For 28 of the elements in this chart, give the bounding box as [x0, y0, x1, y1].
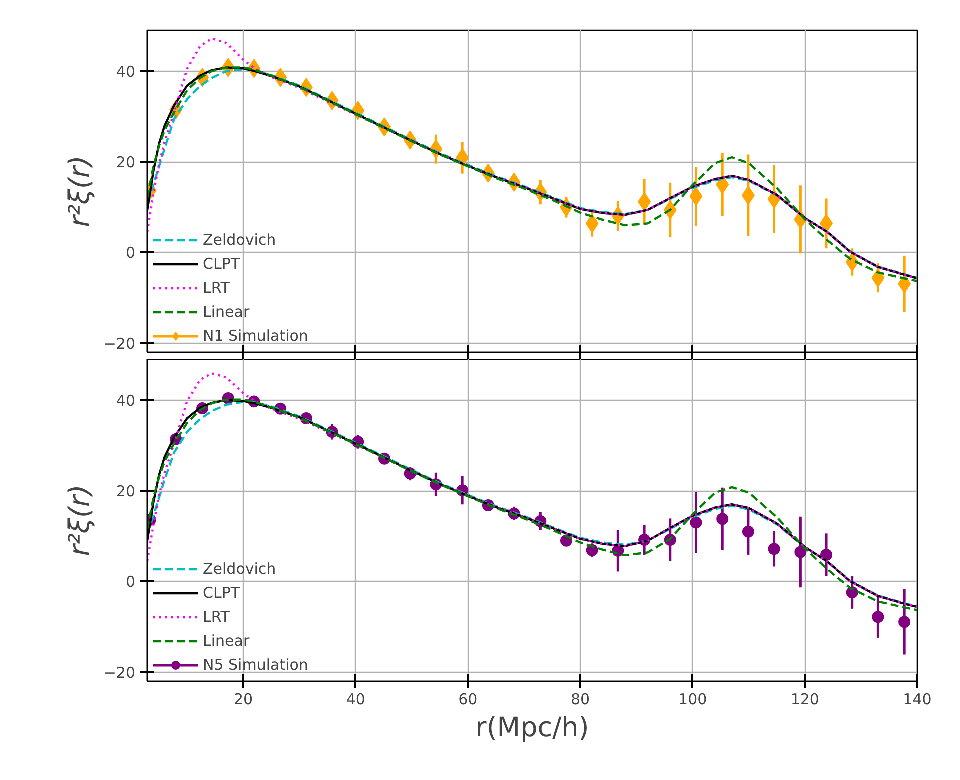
x-tick-label: 100 — [678, 690, 708, 708]
y-axis-title: r²ξ(r) — [62, 484, 96, 556]
x-tick-label: 80 — [570, 690, 590, 708]
x-tick-label: 140 — [903, 690, 932, 708]
x-axis-title: r(Mpc/h) — [476, 712, 590, 744]
legend-label: Linear — [203, 632, 250, 650]
y-tick-label: 0 — [126, 573, 136, 592]
y-tick-label: 40 — [116, 62, 136, 81]
x-tick-label: 20 — [234, 690, 254, 708]
y-axis-title: r²ξ(r) — [62, 156, 96, 228]
x-tick-label: 40 — [346, 690, 366, 708]
y-tick-label: 40 — [116, 392, 136, 410]
legend-label: N1 Simulation — [203, 327, 308, 345]
y-tick-label: −20 — [104, 664, 136, 682]
legend-label: N5 Simulation — [203, 656, 308, 674]
y-tick-label: 20 — [116, 482, 136, 501]
legend-label: Zeldovich — [203, 560, 276, 578]
x-tick-label: 120 — [790, 690, 820, 708]
y-tick-label: −20 — [104, 334, 136, 353]
legend-label: CLPT — [203, 584, 240, 602]
x-tick-label: 60 — [458, 690, 478, 708]
y-tick-label: 20 — [116, 154, 136, 172]
legend-label: LRT — [203, 608, 230, 626]
legend-label: Zeldovich — [203, 231, 276, 249]
legend-label: CLPT — [203, 255, 240, 273]
y-tick-label: 0 — [126, 244, 136, 262]
legend-label: Linear — [203, 303, 250, 321]
legend-label: LRT — [203, 279, 230, 297]
